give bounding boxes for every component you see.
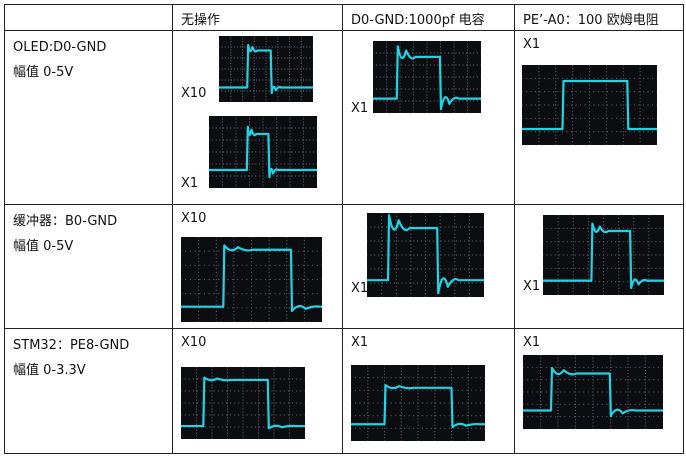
cell-stm32-capacitor: X1: [342, 328, 515, 454]
header-row: 无操作 D0-GND:1000pf 电容 PE’-A0：100 欧姆电阻: [4, 4, 684, 31]
magnification-label: X1: [523, 335, 541, 350]
oscilloscope-capture: [209, 116, 317, 188]
waveform-plot: [367, 213, 484, 297]
graticule: [181, 237, 322, 322]
header-no-operation: 无操作: [172, 4, 343, 31]
signal-trace: [543, 222, 664, 290]
cell-buffer-no-op: X10: [172, 204, 343, 329]
waveform-plot: [522, 65, 657, 145]
graticule: [373, 41, 481, 113]
magnification-label: X1: [351, 281, 369, 296]
oscilloscope-capture: [181, 367, 305, 439]
waveform-plot: [181, 367, 305, 439]
magnification-label: X1: [351, 335, 369, 350]
waveform-plot: [543, 215, 664, 295]
waveform-plot: [181, 237, 322, 322]
signal-trace: [367, 214, 484, 295]
oscilloscope-capture: [523, 355, 663, 429]
row-label-line1: OLED:D0-GND: [13, 40, 107, 55]
magnification-label: X1: [181, 176, 199, 191]
signal-trace: [351, 383, 485, 429]
signal-trace: [522, 79, 657, 131]
header-capacitor: D0-GND:1000pf 电容: [342, 4, 515, 31]
header-cell-empty: [4, 4, 173, 31]
oscilloscope-capture: [181, 237, 322, 322]
cell-oled-capacitor: X1: [342, 30, 515, 205]
magnification-label: X1: [523, 37, 541, 52]
magnification-label: X10: [181, 335, 207, 350]
graticule: [181, 367, 305, 439]
graticule: [351, 365, 485, 441]
oscilloscope-capture: [543, 215, 664, 295]
cell-buffer-resistor: X1: [514, 204, 684, 329]
cell-stm32-no-op: X10: [172, 328, 343, 454]
oscilloscope-capture: [219, 36, 313, 102]
waveform-plot: [373, 41, 481, 113]
row-label-line2: 幅值 0-5V: [13, 239, 74, 254]
row-label-buffer: 缓冲器：B0-GND 幅值 0-5V: [4, 204, 173, 329]
graticule: [367, 213, 484, 297]
row-label-oled: OLED:D0-GND 幅值 0-5V: [4, 30, 173, 205]
graticule: [219, 36, 313, 102]
table-row: 缓冲器：B0-GND 幅值 0-5V X10 X1 X1: [4, 204, 684, 329]
table-row: OLED:D0-GND 幅值 0-5V X10 X1 X1 X1: [4, 30, 684, 205]
row-label-line2: 幅值 0-5V: [13, 65, 74, 80]
waveform-plot: [351, 365, 485, 441]
magnification-label: X1: [351, 101, 369, 116]
measurement-table: 无操作 D0-GND:1000pf 电容 PE’-A0：100 欧姆电阻 OLE…: [4, 4, 684, 454]
signal-trace: [181, 376, 305, 430]
signal-trace: [181, 244, 322, 313]
signal-trace: [219, 43, 313, 95]
header-resistor: PE’-A0：100 欧姆电阻: [514, 4, 684, 31]
waveform-plot: [523, 355, 663, 429]
cell-stm32-resistor: X1: [514, 328, 684, 454]
oscilloscope-capture: [373, 41, 481, 113]
oscilloscope-capture: [351, 365, 485, 441]
magnification-label: X10: [181, 211, 207, 226]
signal-trace: [209, 125, 317, 179]
graticule: [209, 116, 317, 188]
signal-trace: [373, 45, 481, 111]
row-label-line2: 幅值 0-3.3V: [13, 363, 86, 378]
oscilloscope-capture: [522, 65, 657, 145]
row-label-line1: 缓冲器：B0-GND: [13, 214, 118, 229]
graticule: [522, 65, 657, 145]
oscilloscope-capture: [367, 213, 484, 297]
graticule: [523, 355, 663, 429]
table-row: STM32：PE8-GND 幅值 0-3.3V X10 X1 X1: [4, 328, 684, 454]
row-label-line1: STM32：PE8-GND: [13, 338, 130, 353]
row-label-stm32: STM32：PE8-GND 幅值 0-3.3V: [4, 328, 173, 454]
cell-oled-no-op: X10 X1: [172, 30, 343, 205]
graticule: [543, 215, 664, 295]
magnification-label: X10: [181, 86, 207, 101]
cell-buffer-capacitor: X1: [342, 204, 515, 329]
waveform-plot: [219, 36, 313, 102]
cell-oled-resistor: X1: [514, 30, 684, 205]
waveform-plot: [209, 116, 317, 188]
magnification-label: X1: [523, 279, 541, 294]
signal-trace: [523, 366, 663, 418]
